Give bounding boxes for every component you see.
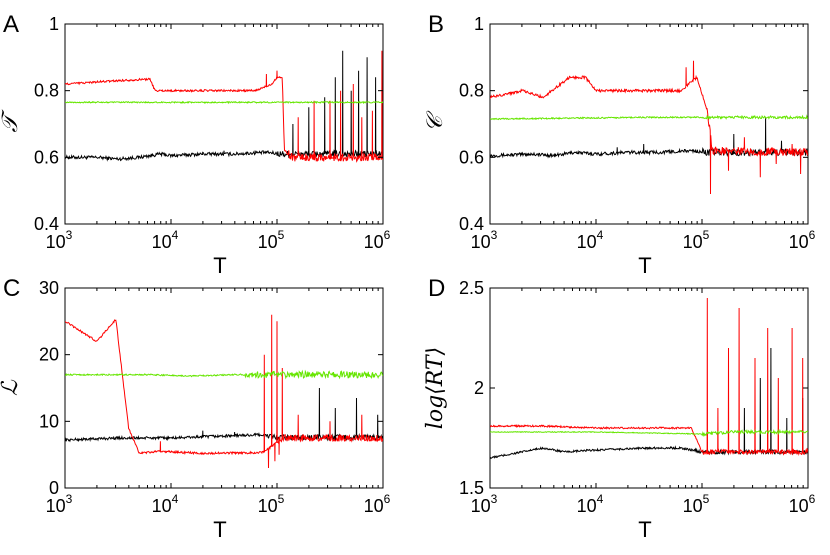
y-tick-label: 30 <box>39 278 59 298</box>
x-tick-label: 105 <box>683 228 710 252</box>
x-tick-label: 106 <box>789 492 816 516</box>
x-tick-label: 103 <box>46 228 73 252</box>
x-tick-label: 105 <box>683 492 710 516</box>
x-tick-label: 106 <box>364 228 391 252</box>
y-axis-label: log⟨RT⟩ <box>423 347 448 429</box>
x-tick-label: 103 <box>471 492 498 516</box>
axes-frame <box>64 23 384 225</box>
y-axis-label: 𝒞 <box>423 110 448 132</box>
series-line-red <box>65 314 383 469</box>
x-tick-label: 103 <box>471 228 498 252</box>
axes-frame <box>64 287 384 489</box>
x-tick-label: 103 <box>46 492 73 516</box>
panel-c: C 0 10 20 30 103 104 105 106 T ℒ <box>0 275 391 542</box>
series-line-red <box>490 297 808 457</box>
y-tick-label: 2 <box>474 378 484 398</box>
x-tick-label: 104 <box>152 492 179 516</box>
y-tick-label: 1.5 <box>459 478 484 498</box>
series-line-red <box>65 50 383 163</box>
series-line-black <box>490 347 808 460</box>
x-tick-label: 106 <box>789 228 816 252</box>
x-axis-label: T <box>638 253 651 278</box>
y-tick-label: 2.5 <box>459 278 484 298</box>
x-axis-label: T <box>213 253 226 278</box>
x-tick-label: 104 <box>577 492 604 516</box>
series-line-red <box>490 60 808 195</box>
series-line-green <box>490 428 808 438</box>
y-axis-label: ℒ <box>0 379 23 396</box>
panel-label: B <box>428 11 444 38</box>
panel-label: C <box>3 275 20 302</box>
panel-label: D <box>428 275 445 302</box>
series-line-green <box>65 369 383 380</box>
series-line-green <box>490 114 808 121</box>
x-axis-label: T <box>638 517 651 542</box>
x-axis-label: T <box>213 517 226 542</box>
series-line-black <box>490 117 808 159</box>
y-tick-label: 0.4 <box>34 214 59 234</box>
axes-frame <box>489 23 809 225</box>
y-tick-label: 0 <box>49 478 59 498</box>
x-tick-label: 105 <box>258 228 285 252</box>
series-line-green <box>65 100 383 105</box>
y-tick-label: 0.8 <box>34 81 59 101</box>
y-tick-label: 0.6 <box>459 147 484 167</box>
y-tick-label: 20 <box>39 345 59 365</box>
y-tick-label: 0.4 <box>459 214 484 234</box>
y-tick-label: 1 <box>474 14 484 34</box>
x-tick-label: 104 <box>577 228 604 252</box>
y-tick-label: 1 <box>49 14 59 34</box>
series-line-black <box>65 50 383 162</box>
y-tick-label: 0.6 <box>34 147 59 167</box>
panel-a: A 0.4 0.6 0.8 1 103 104 105 106 T 𝒯 <box>0 11 391 278</box>
x-tick-label: 105 <box>258 492 285 516</box>
x-tick-label: 106 <box>364 492 391 516</box>
y-axis-label: 𝒯 <box>0 108 23 132</box>
panel-b: B 0.4 0.6 0.8 1 103 104 105 106 T 𝒞 <box>423 11 816 278</box>
panel-label: A <box>3 11 19 38</box>
y-tick-label: 10 <box>39 411 59 431</box>
y-tick-label: 0.8 <box>459 81 484 101</box>
x-tick-label: 104 <box>152 228 179 252</box>
series-line-black <box>65 387 383 443</box>
